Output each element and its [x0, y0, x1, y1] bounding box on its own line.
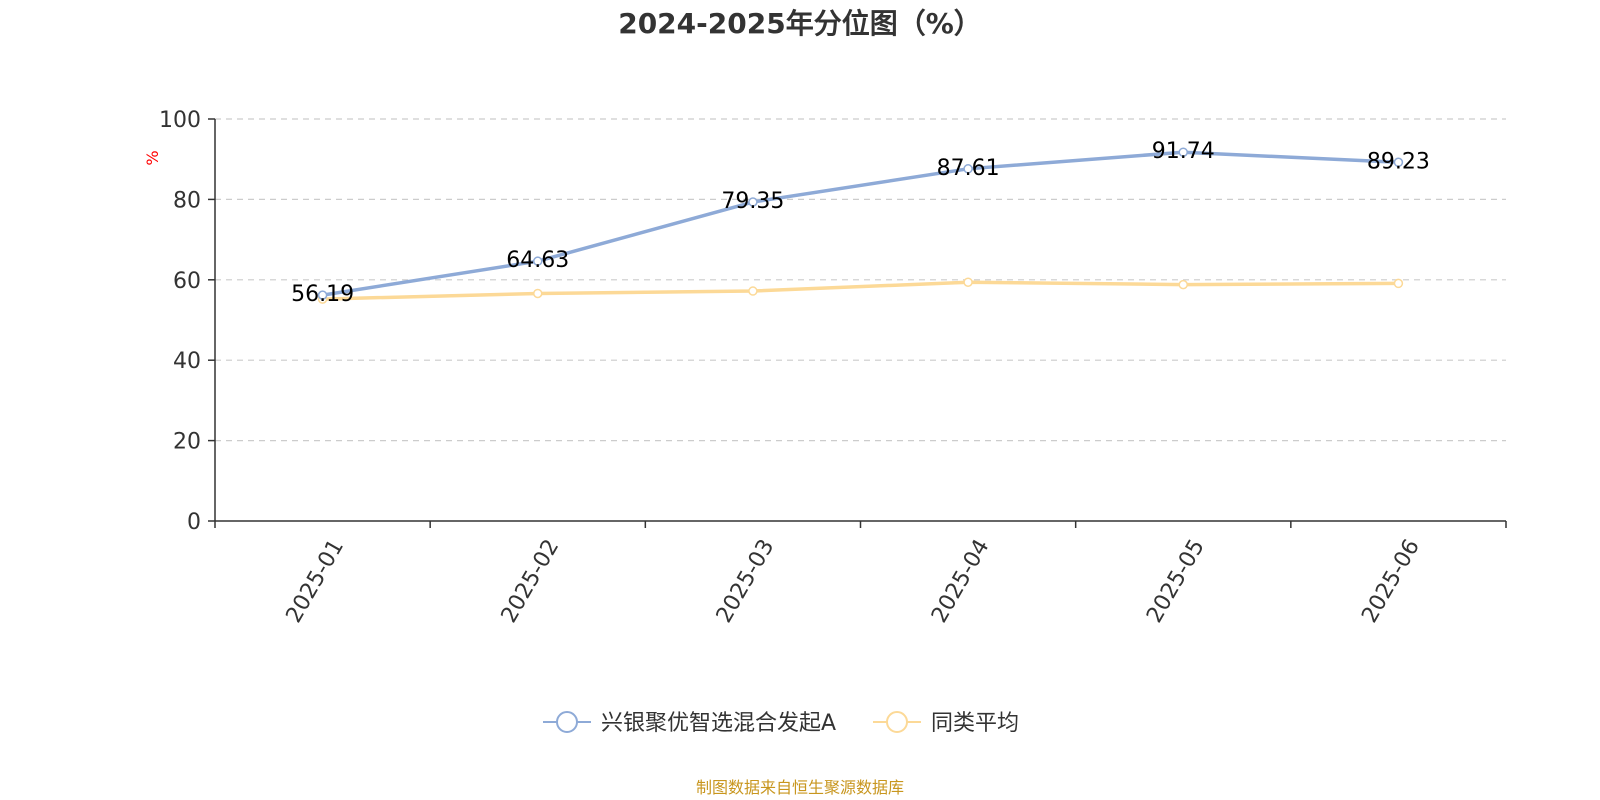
y-tick-label: 80 — [173, 188, 201, 213]
data-point — [317, 290, 328, 300]
legend-circle-marker — [886, 711, 908, 733]
data-label: 87.61 — [937, 156, 1000, 181]
data-labels: 56.19 64.63 79.35 87.61 91.74 89.23 — [291, 139, 1430, 307]
data-point — [963, 277, 973, 287]
x-tick-label: 2025-02 — [497, 535, 565, 627]
data-point — [1178, 279, 1188, 290]
data-point — [533, 256, 543, 266]
y-tick-label: 60 — [173, 269, 201, 294]
data-point — [1393, 157, 1404, 168]
x-tick-label: 2025-04 — [927, 535, 995, 627]
x-tick-label: 2025-03 — [712, 535, 780, 627]
data-point — [748, 286, 758, 296]
data-label: 64.63 — [506, 248, 569, 273]
y-tick-label: 40 — [173, 349, 201, 374]
axes: 0 20 40 60 80 100 2025-01 2025-02 2025-03 2025-04… — [159, 108, 1507, 627]
legend-item[interactable]: 兴银聚优智选混合发起A — [543, 711, 836, 736]
y-tick-label: 100 — [159, 108, 201, 133]
series-lines — [317, 147, 1404, 304]
series-line — [322, 150, 1399, 297]
data-point — [748, 197, 758, 207]
chart-title: 2024-2025年分位图（%） — [618, 7, 982, 40]
x-tick-label: 2025-06 — [1357, 535, 1425, 627]
data-label: 91.74 — [1152, 139, 1215, 164]
legend-label: 兴银聚优智选混合发起A — [601, 711, 836, 736]
data-label: 56.19 — [291, 282, 354, 307]
source-note: 制图数据来自恒生聚源数据库 — [696, 778, 904, 797]
y-tick-label: 20 — [173, 430, 201, 455]
y-axis-unit: % — [143, 150, 162, 165]
data-point — [1393, 278, 1404, 289]
legend-item[interactable]: 同类平均 — [873, 711, 1019, 736]
legend-circle-marker — [556, 711, 578, 733]
x-tick-label: 2025-01 — [282, 535, 350, 627]
data-point — [533, 288, 543, 299]
data-point — [1178, 147, 1188, 157]
data-label: 79.35 — [721, 189, 784, 214]
legend-label: 同类平均 — [931, 711, 1019, 736]
y-tick-label: 0 — [187, 510, 201, 535]
data-label: 89.23 — [1367, 149, 1430, 174]
data-point — [963, 164, 973, 174]
x-tick-label: 2025-05 — [1142, 535, 1210, 627]
legend: 兴银聚优智选混合发起A 同类平均 — [543, 711, 1019, 736]
series-line — [322, 280, 1399, 301]
